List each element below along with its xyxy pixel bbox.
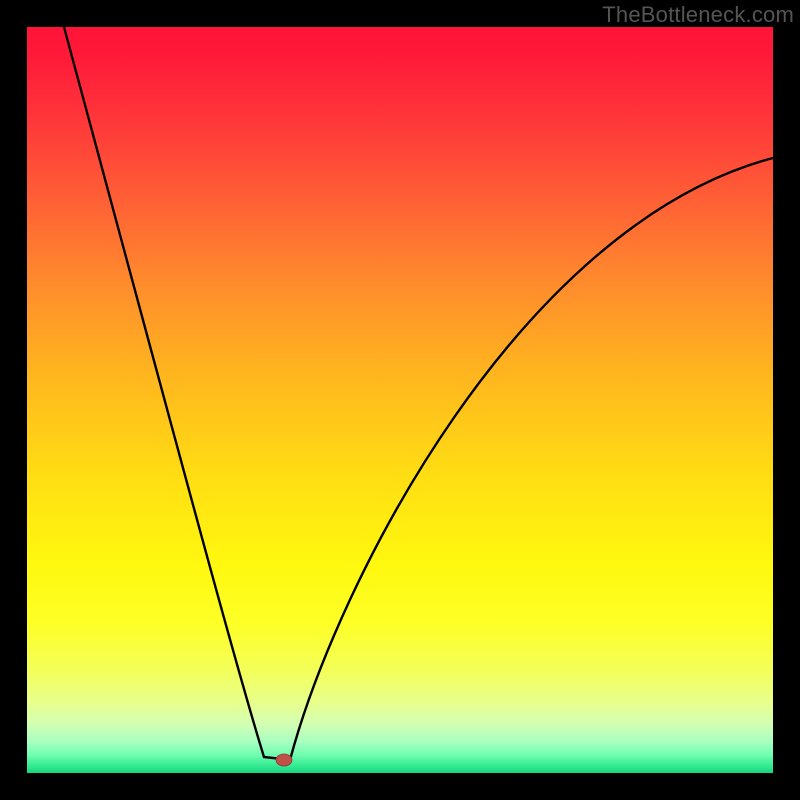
bottleneck-chart (0, 0, 800, 800)
watermark-text: TheBottleneck.com (602, 2, 794, 28)
chart-frame: TheBottleneck.com (0, 0, 800, 800)
plot-background (27, 27, 773, 773)
optimal-point-marker (276, 754, 292, 766)
